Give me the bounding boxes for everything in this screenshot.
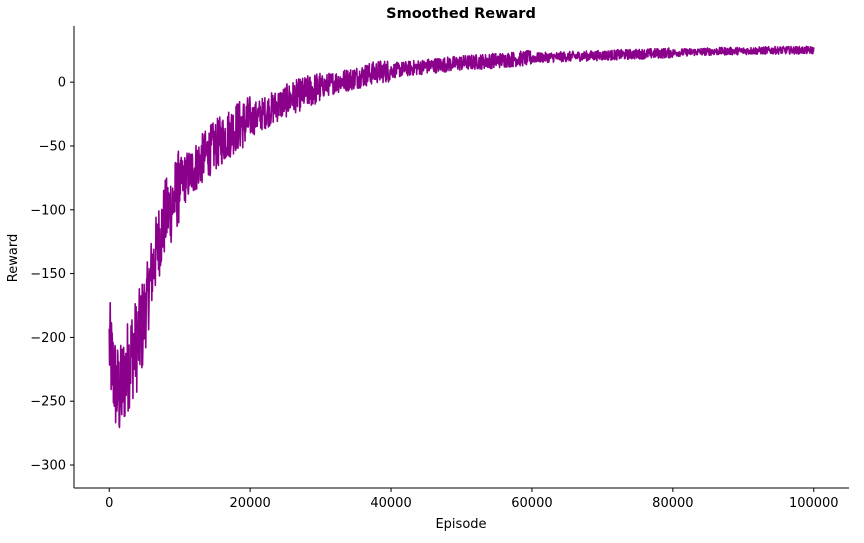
y-tick-label: −100 [30, 203, 66, 218]
y-axis-label: Reward [6, 234, 21, 282]
y-tick-label: 0 [58, 76, 66, 91]
x-tick-label: 100000 [789, 496, 839, 511]
plot-area [108, 45, 815, 429]
x-tick-label: 20000 [229, 496, 270, 511]
x-axis-label: Episode [435, 517, 486, 532]
x-tick-label: 60000 [511, 496, 552, 511]
y-tick-label: −150 [30, 267, 66, 282]
x-tick-label: 80000 [652, 496, 693, 511]
x-tick-label: 0 [105, 496, 113, 511]
x-ticks: 0 20000 40000 60000 80000 100000 [105, 488, 839, 511]
y-tick-label: −300 [30, 459, 66, 474]
y-ticks: 0 −50 −100 −150 −200 −250 −300 [30, 76, 74, 474]
y-tick-label: −250 [30, 395, 66, 410]
chart-title: Smoothed Reward [386, 6, 536, 22]
y-tick-label: −200 [30, 331, 66, 346]
reward-series-line [108, 45, 815, 429]
y-tick-label: −50 [39, 139, 66, 154]
x-tick-label: 40000 [370, 496, 411, 511]
